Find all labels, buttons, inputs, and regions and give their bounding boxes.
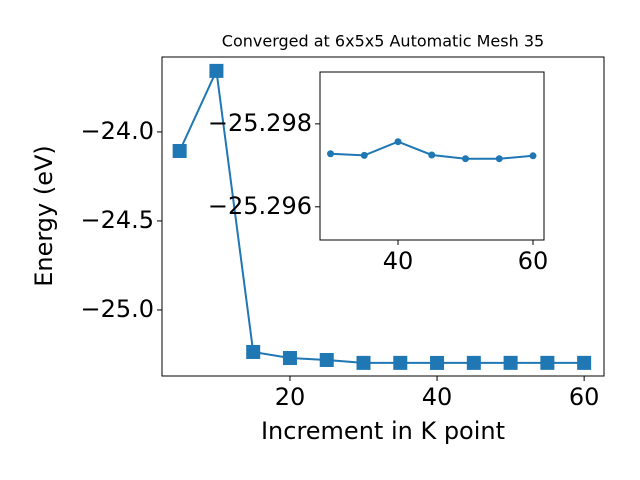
inset-frame (319, 71, 545, 241)
axes-frame (161, 56, 605, 377)
y-tick-label: −25.0 (80, 295, 154, 323)
x-tick-label: 40 (383, 247, 414, 275)
marker (540, 355, 555, 370)
y-tick-label: −24.5 (80, 206, 154, 234)
marker (356, 355, 371, 370)
marker (394, 138, 402, 146)
marker (172, 143, 187, 158)
y-tick-label: −25.296 (208, 192, 312, 220)
y-tick-label: −25.298 (208, 109, 312, 137)
marker (430, 355, 445, 370)
marker (466, 355, 481, 370)
marker (495, 155, 503, 163)
marker (282, 351, 297, 366)
y-axis-label: Energy (eV) (30, 145, 58, 287)
marker (577, 355, 592, 370)
x-axis-label: Increment in K point (261, 417, 505, 445)
x-tick-label: 60 (518, 247, 549, 275)
marker (503, 355, 518, 370)
marker (319, 352, 334, 367)
marker (462, 155, 470, 163)
chart-title: Converged at 6x5x5 Automatic Mesh 35 (222, 32, 544, 51)
marker (428, 151, 436, 159)
marker (246, 344, 261, 359)
marker (529, 152, 537, 160)
marker (360, 151, 368, 159)
y-tick-label: −24.0 (80, 117, 154, 145)
x-tick-label: 20 (275, 383, 306, 411)
marker (327, 150, 335, 158)
x-tick-label: 60 (569, 383, 600, 411)
marker (393, 355, 408, 370)
x-tick-label: 40 (422, 383, 453, 411)
marker (209, 63, 224, 78)
